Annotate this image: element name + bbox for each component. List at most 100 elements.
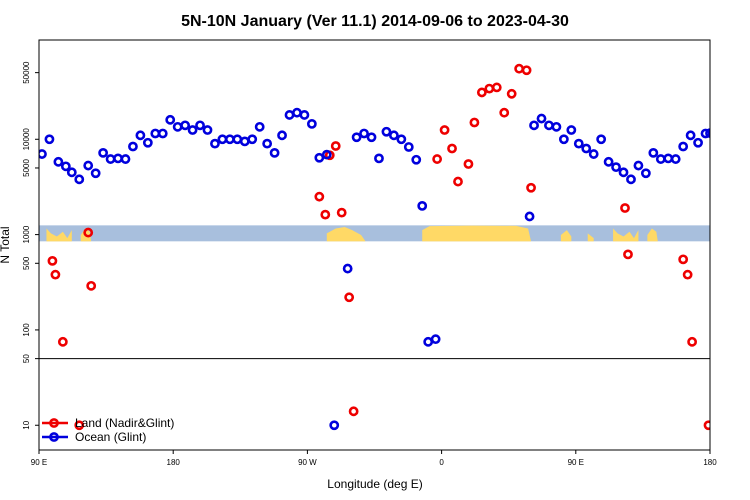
y-tick-label: 500 <box>22 256 31 270</box>
ocean-point <box>239 136 250 147</box>
ocean-point <box>670 154 681 164</box>
ocean-point <box>128 141 138 152</box>
legend-marker <box>49 432 59 442</box>
y-tick-label: 50 <box>22 354 31 363</box>
ocean-point <box>403 142 414 152</box>
land-point <box>320 209 331 220</box>
ocean-point <box>53 156 64 167</box>
land-point <box>469 117 480 128</box>
ocean-point <box>113 153 123 164</box>
ocean-point <box>693 137 703 148</box>
ocean-point <box>700 128 710 139</box>
x-tick-label: 180 <box>167 458 181 467</box>
ocean-point <box>714 116 721 123</box>
ocean-point <box>66 167 77 178</box>
y-tick-label: 10000 <box>22 128 31 151</box>
plot-frame <box>38 39 711 451</box>
ocean-point <box>306 118 317 129</box>
land-point <box>521 65 532 76</box>
ocean-point <box>321 149 332 160</box>
ocean-point <box>640 168 651 179</box>
ocean-point <box>566 125 577 135</box>
ocean-point <box>611 162 621 173</box>
land-point <box>314 191 325 202</box>
ocean-point <box>396 134 407 145</box>
ocean-point <box>277 130 287 141</box>
land-shape <box>587 233 594 242</box>
ocean-point <box>142 137 153 148</box>
ocean-point <box>195 120 205 131</box>
land-ocean-band <box>39 225 710 242</box>
y-axis-ticks: 10 50 100 500 1000 5000 10000 50000 <box>22 61 39 430</box>
land-point <box>344 292 355 303</box>
ocean-point <box>685 130 696 141</box>
land-point <box>709 230 710 235</box>
ocean-point <box>678 141 689 152</box>
land-point <box>506 88 517 99</box>
land-point <box>620 203 630 213</box>
ocean-point <box>648 147 659 158</box>
ocean-point <box>381 126 392 137</box>
ocean-point <box>573 138 584 149</box>
land-shape <box>613 228 639 242</box>
ocean-point <box>329 420 340 431</box>
ocean-point <box>655 154 666 164</box>
ocean-point <box>581 143 592 154</box>
ocean-point <box>388 130 399 141</box>
ocean-point <box>342 263 353 274</box>
land-point <box>623 249 633 260</box>
y-tick-label: 10 <box>22 420 31 429</box>
ocean-point <box>165 114 176 125</box>
land-point <box>703 420 710 431</box>
ocean-point <box>663 153 674 164</box>
land-point <box>74 420 85 431</box>
ocean-point <box>351 132 362 143</box>
land-point <box>50 269 61 280</box>
land-point <box>514 63 525 74</box>
ocean-point <box>411 154 422 165</box>
land-point <box>682 269 693 280</box>
y-tick-label: 50000 <box>22 61 31 84</box>
land-point <box>476 87 487 98</box>
x-tick-label: 180 <box>703 458 717 467</box>
ocean-point <box>247 134 258 145</box>
ocean-point <box>187 125 198 135</box>
ocean-point <box>633 160 644 171</box>
y-tick-label: 100 <box>22 323 31 337</box>
land-shape <box>422 225 532 242</box>
ocean-point <box>172 121 183 132</box>
ocean-point <box>39 149 47 159</box>
data-points <box>39 63 721 431</box>
ocean-point <box>374 153 384 164</box>
ocean-point <box>618 167 629 178</box>
land-point <box>484 83 495 94</box>
ocean-point <box>224 134 235 145</box>
ocean-point <box>90 168 101 179</box>
ocean-point <box>135 130 146 141</box>
ocean-point <box>705 128 710 139</box>
ocean-point <box>120 154 131 164</box>
x-tick-label: 90 W <box>298 458 317 467</box>
land-point <box>687 336 698 347</box>
ocean-point <box>603 156 614 167</box>
ocean-point <box>98 147 109 158</box>
x-tick-label: 90 E <box>568 458 584 467</box>
ocean-point <box>366 132 377 143</box>
legend-label: Ocean (Glint) <box>75 430 146 444</box>
x-tick-label: 90 E <box>31 458 47 467</box>
ocean-point <box>536 113 547 124</box>
ocean-point <box>359 128 369 139</box>
ocean-point <box>284 110 295 120</box>
land-point <box>348 406 359 417</box>
ocean-point <box>529 120 539 131</box>
legend-marker <box>49 418 59 428</box>
land-shape <box>46 228 72 242</box>
ocean-point <box>544 120 554 131</box>
land-shape <box>647 228 658 242</box>
land-point <box>83 227 94 238</box>
land-point <box>453 176 463 187</box>
land-point <box>463 159 474 169</box>
y-tick-label: 1000 <box>22 225 31 243</box>
ocean-point <box>157 128 168 139</box>
land-point <box>47 255 58 266</box>
